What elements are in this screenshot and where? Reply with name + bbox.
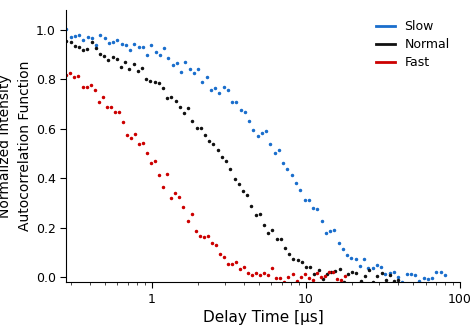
Y-axis label: Normalized Intensity
Autocorrelation Function: Normalized Intensity Autocorrelation Fun… (0, 61, 32, 232)
X-axis label: Delay Time [μs]: Delay Time [μs] (203, 310, 323, 325)
Legend: Slow, Normal, Fast: Slow, Normal, Fast (372, 16, 454, 73)
